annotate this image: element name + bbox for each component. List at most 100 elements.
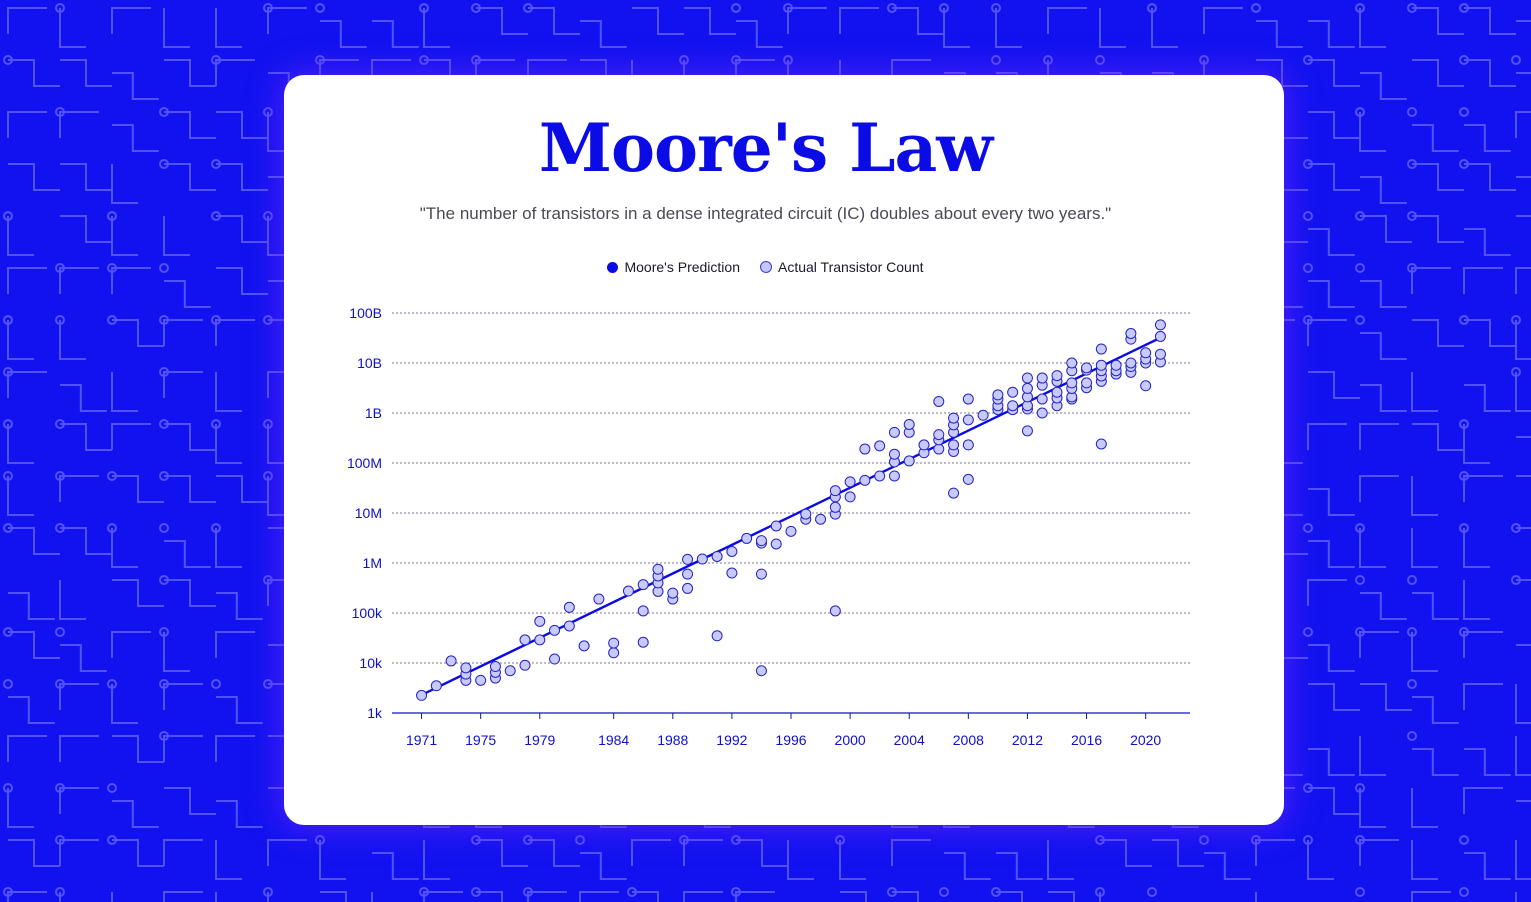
data-point[interactable] [1036,372,1048,384]
data-point[interactable] [800,508,812,520]
data-point[interactable] [1110,359,1122,371]
data-point[interactable] [874,470,886,482]
data-point[interactable] [948,412,960,424]
data-point[interactable] [1081,377,1093,389]
data-point[interactable] [593,593,605,605]
x-tick-label: 2000 [835,732,866,748]
data-point[interactable] [933,443,945,455]
data-point[interactable] [475,674,487,686]
data-point[interactable] [755,535,767,547]
data-point[interactable] [682,568,694,580]
data-point[interactable] [519,659,531,671]
data-point[interactable] [948,487,960,499]
data-point[interactable] [1007,386,1019,398]
x-tick-label: 1971 [406,732,437,748]
data-point[interactable] [608,647,620,659]
data-point[interactable] [1051,386,1063,398]
data-point[interactable] [1140,380,1152,392]
data-point[interactable] [1125,357,1137,369]
legend-item-prediction[interactable]: Moore's Prediction [607,259,740,275]
data-point[interactable] [903,455,915,467]
prediction-line [421,336,1161,696]
data-point[interactable] [977,409,989,421]
data-point[interactable] [1095,343,1107,355]
data-point[interactable] [711,630,723,642]
data-point[interactable] [888,470,900,482]
data-point[interactable] [829,485,841,497]
data-point[interactable] [948,439,960,451]
data-point[interactable] [445,655,457,667]
data-point[interactable] [785,525,797,537]
data-point[interactable] [578,640,590,652]
data-point[interactable] [755,568,767,580]
data-point[interactable] [859,443,871,455]
data-point[interactable] [962,414,974,426]
data-point[interactable] [563,620,575,632]
data-point[interactable] [1066,377,1078,389]
data-point[interactable] [534,634,546,646]
data-point[interactable] [888,426,900,438]
data-point[interactable] [696,553,708,565]
data-point[interactable] [1081,362,1093,374]
data-point[interactable] [815,513,827,525]
data-point[interactable] [918,439,930,451]
data-point[interactable] [770,538,782,550]
data-point[interactable] [637,605,649,617]
data-point[interactable] [1021,382,1033,394]
data-point[interactable] [933,429,945,441]
data-point[interactable] [667,587,679,599]
data-point[interactable] [416,689,428,701]
data-point[interactable] [1154,348,1166,360]
data-point[interactable] [563,601,575,613]
data-point[interactable] [933,395,945,407]
data-point[interactable] [1066,357,1078,369]
data-point[interactable] [549,624,561,636]
data-point[interactable] [460,662,472,674]
data-point[interactable] [844,491,856,503]
data-point[interactable] [1007,400,1019,412]
data-point[interactable] [682,582,694,594]
data-point[interactable] [1154,330,1166,342]
data-point[interactable] [608,637,620,649]
data-point[interactable] [637,636,649,648]
data-point[interactable] [652,563,664,575]
data-point[interactable] [992,389,1004,401]
data-point[interactable] [829,605,841,617]
data-point[interactable] [962,393,974,405]
data-point[interactable] [726,567,738,579]
legend-item-actual[interactable]: Actual Transistor Count [759,259,924,275]
data-point[interactable] [888,448,900,460]
data-point[interactable] [962,439,974,451]
data-point[interactable] [726,545,738,557]
data-point[interactable] [1021,372,1033,384]
data-point[interactable] [711,550,723,562]
data-point[interactable] [1154,319,1166,331]
data-point[interactable] [430,680,442,692]
data-point[interactable] [534,615,546,627]
data-point[interactable] [741,532,753,544]
data-point[interactable] [622,585,634,597]
data-point[interactable] [1140,347,1152,359]
data-point[interactable] [844,476,856,488]
data-point[interactable] [1125,327,1137,339]
data-point[interactable] [962,473,974,485]
data-point[interactable] [1036,393,1048,405]
x-tick-label: 2012 [1012,732,1043,748]
data-point[interactable] [1036,407,1048,419]
data-point[interactable] [637,579,649,591]
data-point[interactable] [770,520,782,532]
data-point[interactable] [1051,370,1063,382]
data-point[interactable] [1021,425,1033,437]
data-point[interactable] [829,501,841,513]
data-point[interactable] [682,553,694,565]
data-point[interactable] [1095,359,1107,371]
data-point[interactable] [504,665,516,677]
data-point[interactable] [1095,438,1107,450]
data-point[interactable] [755,665,767,677]
data-point[interactable] [903,418,915,430]
data-point[interactable] [549,653,561,665]
data-point[interactable] [519,634,531,646]
data-point[interactable] [874,440,886,452]
data-point[interactable] [859,474,871,486]
data-point[interactable] [489,661,501,673]
